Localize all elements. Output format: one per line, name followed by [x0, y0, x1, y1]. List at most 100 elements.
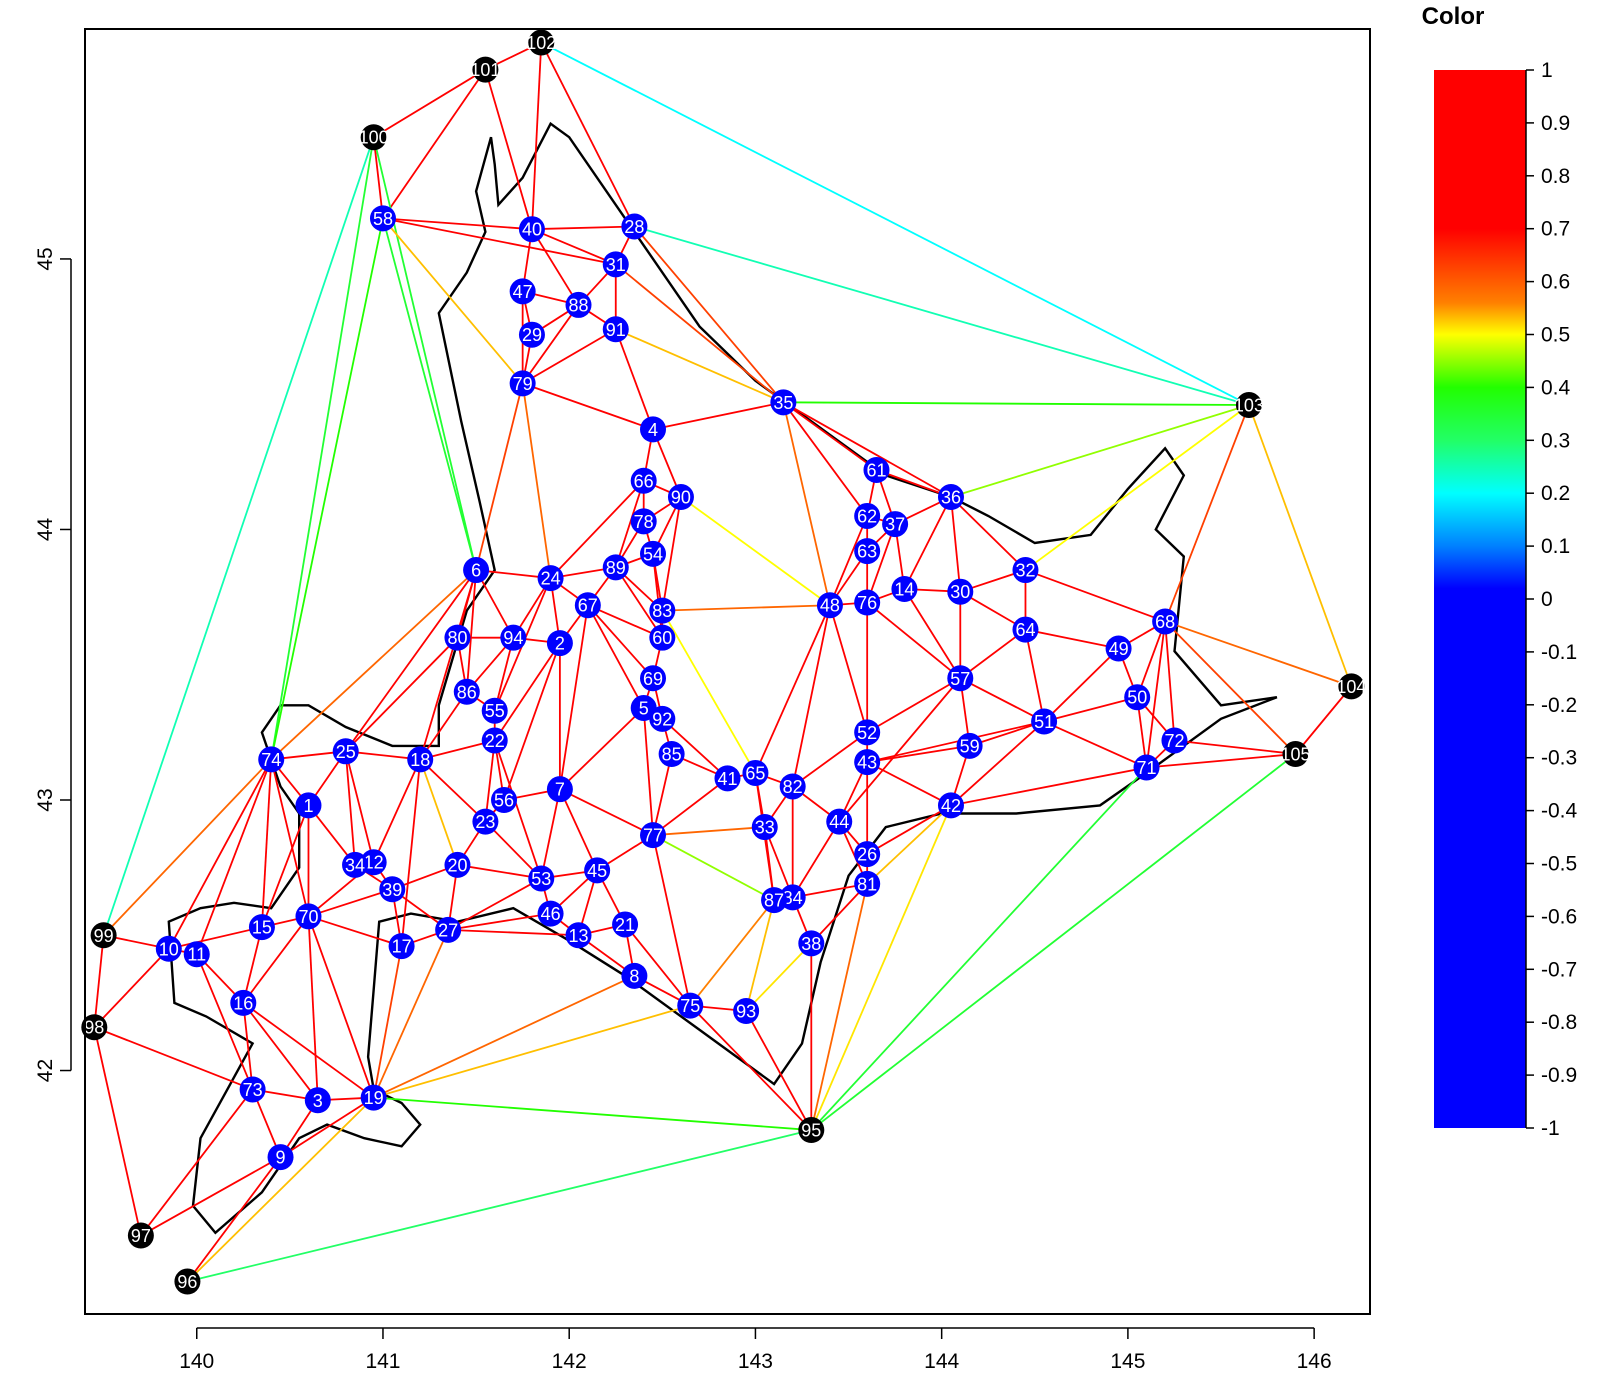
node-marker: [528, 865, 555, 892]
node-87: 87: [761, 887, 788, 914]
edge-40-28: [531, 225, 635, 231]
node-101: 101: [470, 56, 500, 83]
node-50: 50: [1124, 684, 1151, 711]
node-label: 80: [447, 628, 467, 648]
edge-14-57: [903, 588, 962, 679]
edge-90-83: [661, 496, 682, 611]
edge-103-36: [950, 404, 1250, 498]
node-label: 52: [857, 723, 877, 743]
legend-tick-label: -0.6: [1541, 905, 1577, 928]
node-42: 42: [937, 792, 964, 819]
edge-19-95: [373, 1096, 812, 1131]
node-104: 104: [1336, 673, 1366, 700]
node-marker: [342, 851, 369, 878]
node-label: 5: [639, 699, 649, 719]
node-label: 58: [373, 209, 393, 229]
node-marker: [798, 1117, 825, 1144]
node-marker: [1282, 741, 1309, 768]
node-marker: [565, 291, 592, 318]
node-54: 54: [640, 540, 667, 567]
edge-46-27: [448, 912, 551, 931]
node-marker: [602, 554, 629, 581]
node-39: 39: [379, 876, 406, 903]
node-98: 98: [81, 1014, 108, 1041]
edge-65-48: [754, 604, 831, 774]
edge-54-60: [652, 553, 664, 638]
edge-64-51: [1024, 629, 1045, 722]
edge-74-11: [195, 759, 273, 955]
node-marker: [1105, 635, 1132, 662]
edge-84-44: [791, 821, 841, 898]
node-label: 28: [624, 217, 644, 237]
node-99: 99: [90, 922, 117, 949]
node-marker: [360, 1084, 387, 1111]
node-80: 80: [444, 624, 471, 651]
node-44: 44: [826, 808, 853, 835]
node-label: 16: [233, 993, 253, 1013]
legend-tick-label: 0.3: [1541, 429, 1570, 452]
edge-103-68: [1164, 404, 1250, 622]
node-22: 22: [481, 727, 508, 754]
node-marker: [509, 370, 536, 397]
node-marker: [854, 749, 881, 776]
legend-tick-label: 0.5: [1541, 324, 1570, 347]
node-marker: [155, 935, 182, 962]
node-77: 77: [640, 822, 667, 849]
node-label: 24: [541, 569, 561, 589]
legend-tick-label: 1: [1541, 59, 1553, 82]
x-axis: 140 141 142 143 144 145 146: [179, 1327, 1332, 1373]
node-label: 63: [857, 542, 877, 562]
edge-64-57: [959, 628, 1027, 679]
node-72: 72: [1161, 727, 1188, 754]
node-marker: [127, 1222, 154, 1249]
edge-83-65: [661, 610, 757, 774]
edge-36-30: [950, 496, 962, 592]
node-label: 18: [410, 750, 430, 770]
node-marker: [407, 746, 434, 773]
edge-11-73: [195, 953, 254, 1090]
node-63: 63: [854, 538, 881, 565]
node-label: 49: [1109, 639, 1129, 659]
edge-81-42: [866, 804, 952, 885]
y-tick-label: 43: [34, 788, 57, 811]
edge-79-4: [522, 382, 654, 431]
node-marker: [360, 124, 387, 151]
legend-tick-label: 0: [1541, 588, 1553, 611]
node-marker: [332, 738, 359, 765]
node-label: 79: [513, 374, 533, 394]
node-marker: [239, 1076, 266, 1103]
legend-tick-label: -0.4: [1541, 800, 1578, 823]
node-46: 46: [537, 900, 564, 927]
node-105: 105: [1280, 741, 1311, 768]
edge-92-41: [661, 718, 729, 780]
edge-100-101: [373, 68, 486, 138]
edge-7-53: [540, 788, 561, 879]
edge-82-48: [791, 605, 831, 787]
edge-83-48: [662, 604, 830, 612]
node-33: 33: [751, 814, 778, 841]
node-marker: [742, 759, 769, 786]
edge-19-8: [373, 975, 635, 1099]
edge-5-7: [559, 707, 645, 790]
node-label: 89: [606, 558, 626, 578]
node-label: 39: [382, 880, 402, 900]
node-label: 64: [1015, 620, 1035, 640]
edge-7-45: [559, 788, 598, 871]
node-label: 59: [960, 736, 980, 756]
node-label: 6: [471, 561, 481, 581]
node-label: 85: [662, 745, 682, 765]
node-marker: [565, 922, 592, 949]
node-marker: [472, 56, 499, 83]
edge-35-61: [782, 401, 878, 471]
node-label: 11: [187, 945, 206, 965]
node-marker: [733, 998, 760, 1025]
edge-28-35: [633, 225, 785, 403]
node-17: 17: [388, 933, 415, 960]
y-axis: 42 43 44 45: [34, 247, 72, 1082]
edge-22-53: [493, 740, 543, 879]
node-label: 44: [829, 812, 849, 832]
edge-19-96: [186, 1096, 375, 1283]
edge-18-20: [419, 759, 459, 866]
node-71: 71: [1133, 754, 1160, 781]
